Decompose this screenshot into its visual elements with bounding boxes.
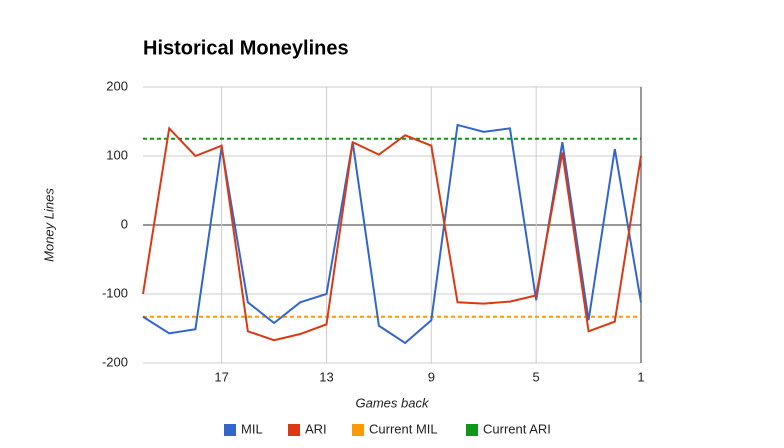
legend-label: MIL bbox=[241, 421, 263, 436]
y-tick-label: -200 bbox=[102, 354, 128, 369]
legend-label: Current ARI bbox=[483, 421, 551, 436]
y-tick-label: 200 bbox=[106, 78, 128, 93]
y-axis-title: Money Lines bbox=[41, 188, 56, 262]
y-tick-label: -100 bbox=[102, 285, 128, 300]
x-tick-label: 5 bbox=[533, 369, 540, 384]
y-tick-label: 0 bbox=[121, 216, 128, 231]
y-tick-label: 100 bbox=[106, 147, 128, 162]
x-tick-label: 13 bbox=[319, 369, 333, 384]
legend-label: ARI bbox=[305, 421, 327, 436]
x-tick-label: 9 bbox=[428, 369, 435, 384]
series-line bbox=[142, 123, 642, 345]
legend-swatch bbox=[224, 424, 236, 436]
chart-title: Historical Moneylines bbox=[143, 37, 349, 59]
legend-swatch bbox=[288, 424, 300, 436]
x-tick-label: 1 bbox=[637, 369, 644, 384]
legend-swatch bbox=[352, 424, 364, 436]
legend-label: Current MIL bbox=[369, 421, 438, 436]
series-line bbox=[142, 126, 642, 342]
x-axis-title: Games back bbox=[356, 395, 430, 410]
legend-swatch bbox=[466, 424, 478, 436]
x-tick-label: 17 bbox=[214, 369, 228, 384]
